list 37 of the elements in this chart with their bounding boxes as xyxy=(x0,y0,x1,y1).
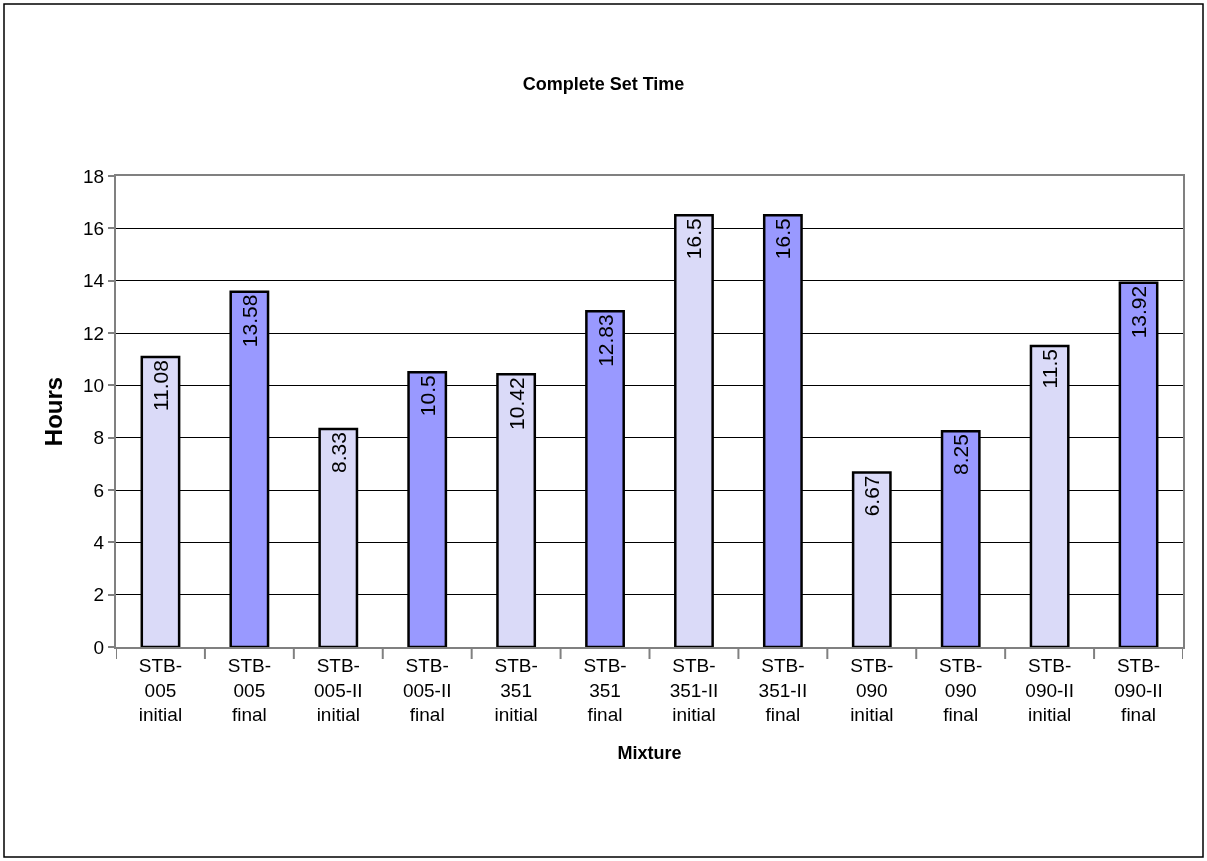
x-axis-title: Mixture xyxy=(617,742,682,763)
y-tick-label: 2 xyxy=(93,584,105,606)
x-tick-label: STB-090 final xyxy=(939,654,983,726)
x-tick-label: STB-005-II initial xyxy=(313,654,363,726)
x-tick-label: STB-005-II final xyxy=(402,654,452,726)
data-label: 8.25 xyxy=(949,434,973,476)
data-label: 12.83 xyxy=(593,314,617,367)
x-tick-label: STB-090-II final xyxy=(1114,654,1163,726)
y-tick-label: 14 xyxy=(83,270,105,292)
data-label: 13.92 xyxy=(1127,285,1151,339)
data-label: 11.5 xyxy=(1038,349,1062,389)
y-tick-label: 8 xyxy=(93,427,105,449)
y-axis-title: Hours xyxy=(39,376,67,447)
data-label: 6.67 xyxy=(860,475,884,517)
y-tick-label: 12 xyxy=(83,322,105,344)
y-tick-label: 18 xyxy=(83,165,105,187)
data-label: 10.42 xyxy=(504,377,528,430)
data-label: 16.5 xyxy=(771,218,795,260)
data-label: 10.5 xyxy=(415,375,439,417)
data-label: 11.08 xyxy=(148,360,172,412)
x-tick-label: STB-351 initial xyxy=(494,654,538,726)
x-tick-label: STB-351-II initial xyxy=(669,654,719,726)
data-label: 8.33 xyxy=(326,432,350,473)
y-tick-label: 4 xyxy=(93,531,105,553)
x-tick-label: STB-090-II initial xyxy=(1025,654,1074,726)
chart-title: Complete Set Time xyxy=(522,74,685,95)
y-tick-label: 0 xyxy=(93,636,105,658)
x-tick-label: STB-005 initial xyxy=(138,654,183,726)
data-label: 13.58 xyxy=(237,294,261,348)
x-tick-label: STB-351 final xyxy=(583,654,627,726)
y-tick-label: 16 xyxy=(83,217,105,239)
y-tick-label: 10 xyxy=(83,374,105,396)
x-tick-label: STB-351-II final xyxy=(758,654,808,726)
x-tick-label: STB-090 initial xyxy=(850,654,894,726)
x-tick-label: STB-005 final xyxy=(227,654,272,726)
data-label: 16.5 xyxy=(682,218,706,260)
y-tick-label: 6 xyxy=(93,479,105,501)
